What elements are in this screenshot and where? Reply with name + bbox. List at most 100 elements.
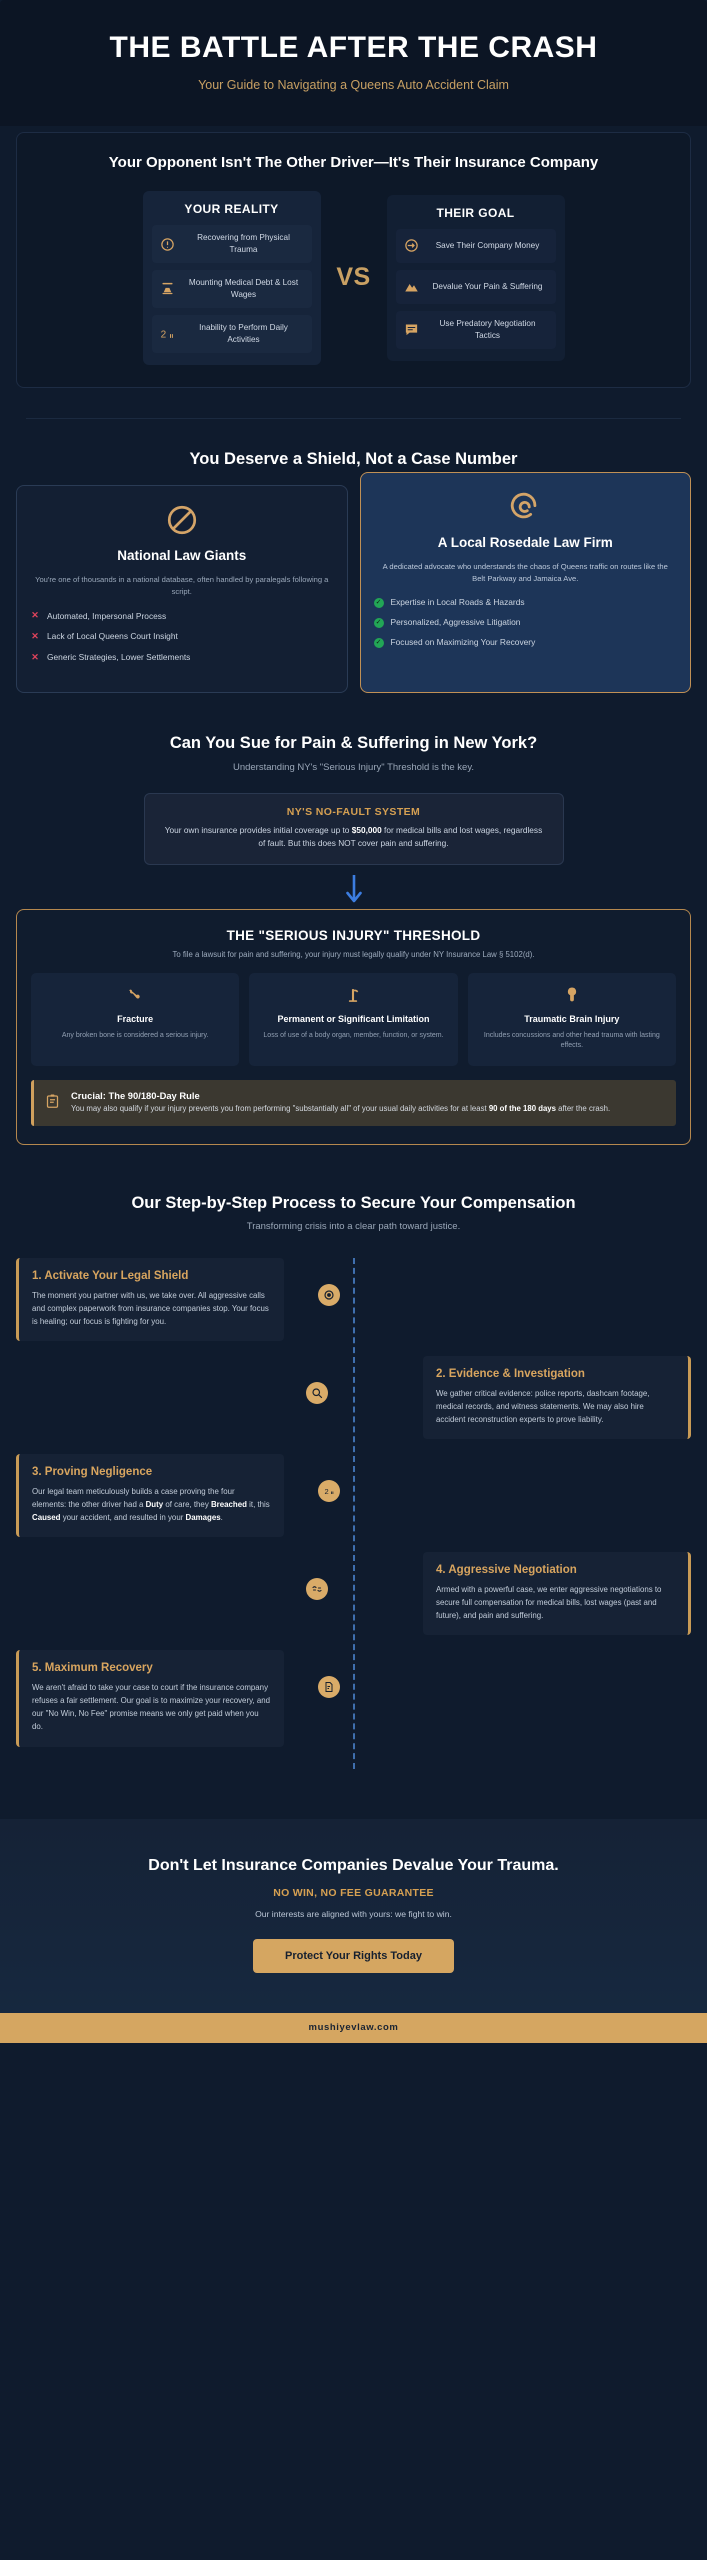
local-law-firm-card: A Local Rosedale Law Firm A dedicated ad…	[359, 471, 691, 694]
check-icon: ✓	[373, 637, 384, 648]
card-description: Includes concussions and other head trau…	[483, 1031, 660, 1050]
crucial-heading: Crucial: The 90/180-Day Rule	[71, 1089, 200, 1101]
cross-icon: ✕	[31, 631, 39, 642]
clipboard-icon	[45, 1093, 61, 1115]
svg-text:2: 2	[325, 1487, 329, 1496]
check-icon: ✓	[373, 597, 384, 608]
threshold-card-tbi: Traumatic Brain Injury Includes concussi…	[467, 973, 676, 1066]
step-body: Our legal team meticulously builds a cas…	[32, 1487, 270, 1523]
list-item-label: Use Predatory Negotiation Tactics	[439, 318, 536, 340]
check-icon: ✓	[373, 617, 384, 628]
card-title: Fracture	[117, 1014, 154, 1025]
list-item: Use Predatory Negotiation Tactics	[395, 310, 556, 349]
list-item: ✕ Lack of Local Queens Court Insight	[30, 631, 334, 643]
their-goal-heading: THEIR GOAL	[436, 205, 515, 220]
list-item-label: Recovering from Physical Trauma	[197, 233, 290, 255]
blocked-activity-icon: 2	[160, 326, 176, 342]
card-title: National Law Giants	[117, 547, 247, 563]
svg-text:2: 2	[161, 329, 167, 340]
their-goal-column: THEIR GOAL Save Their Company Money Deva…	[386, 194, 565, 361]
cross-icon: ✕	[31, 610, 39, 621]
threshold-title: THE "SERIOUS INJURY" THRESHOLD	[226, 928, 481, 944]
sue-section: Can You Sue for Pain & Suffering in New …	[0, 733, 707, 905]
message-icon	[404, 322, 420, 338]
national-law-giants-card: National Law Giants You're one of thousa…	[16, 484, 348, 694]
no-fault-amount: $50,000	[351, 824, 382, 835]
opponent-panel: Your Opponent Isn't The Other Driver—It'…	[16, 132, 691, 388]
step-card: 2. Evidence & Investigation We gather cr…	[423, 1356, 691, 1440]
crucial-body: You may also qualify if your injury prev…	[71, 1103, 610, 1115]
step-heading: 3. Proving Negligence	[32, 1466, 153, 1479]
prohibited-icon	[165, 503, 199, 537]
step-card: 5. Maximum Recovery We aren't afraid to …	[16, 1650, 284, 1747]
crucial-highlight: 90 of the 180 days	[488, 1103, 556, 1113]
compare-row: National Law Giants You're one of thousa…	[16, 471, 691, 694]
card-title: Permanent or Significant Limitation	[277, 1014, 430, 1025]
threshold-cards: Fracture Any broken bone is considered a…	[31, 973, 676, 1066]
protect-rights-button[interactable]: Protect Your Rights Today	[253, 1938, 454, 1973]
scales-icon: 2	[318, 1480, 340, 1503]
threshold-card-limitation: Permanent or Significant Limitation Loss…	[249, 973, 458, 1066]
footer-website[interactable]: mushiyevlaw.com	[0, 2012, 707, 2043]
step-body: We gather critical evidence: police repo…	[436, 1389, 650, 1425]
your-reality-heading: YOUR REALITY	[184, 202, 279, 217]
step-card: 3. Proving Negligence Our legal team met…	[16, 1454, 284, 1538]
card-description: Any broken bone is considered a serious …	[61, 1031, 209, 1039]
list-item: Mounting Medical Debt & Lost Wages	[151, 269, 312, 308]
card-title: Traumatic Brain Injury	[524, 1014, 620, 1025]
list-item: 2 Inability to Perform Daily Activities	[151, 314, 312, 353]
limb-limitation-icon	[258, 985, 448, 1005]
list-item-label: Expertise in Local Roads & Hazards	[390, 597, 525, 608]
process-subtitle: Transforming crisis into a clear path to…	[246, 1221, 461, 1233]
no-fault-box: NY'S NO-FAULT SYSTEM Your own insurance …	[143, 792, 564, 866]
alert-circle-icon	[160, 236, 176, 252]
list-item-label: Devalue Your Pain & Suffering	[432, 282, 543, 292]
card-points: ✕ Automated, Impersonal Process ✕ Lack o…	[30, 610, 334, 663]
cta-section: Don't Let Insurance Companies Devalue Yo…	[0, 1818, 707, 2013]
shield-spiral-icon	[508, 490, 542, 524]
threshold-card-fracture: Fracture Any broken bone is considered a…	[31, 973, 240, 1066]
list-item: ✕ Generic Strategies, Lower Settlements	[30, 652, 334, 664]
no-fault-body: Your own insurance provides initial cove…	[161, 824, 547, 851]
timeline-spine	[352, 1258, 355, 1769]
cta-guarantee: NO WIN, NO FEE GUARANTEE	[273, 1886, 434, 1899]
list-item: Recovering from Physical Trauma	[151, 225, 312, 263]
compare-title: You Deserve a Shield, Not a Case Number	[189, 449, 518, 468]
hero-section: THE BATTLE AFTER THE CRASH Your Guide to…	[0, 0, 707, 127]
bone-fracture-icon	[40, 985, 230, 1005]
card-points: ✓ Expertise in Local Roads & Hazards ✓ P…	[373, 597, 678, 648]
list-item-label: Automated, Impersonal Process	[47, 610, 167, 621]
page-subtitle: Your Guide to Navigating a Queens Auto A…	[198, 78, 509, 93]
process-step-5: 5. Maximum Recovery We aren't afraid to …	[16, 1650, 691, 1747]
list-item: Devalue Your Pain & Suffering	[395, 269, 556, 304]
serious-injury-threshold-box: THE "SERIOUS INJURY" THRESHOLD To file a…	[16, 909, 691, 1146]
process-timeline: 1. Activate Your Legal Shield The moment…	[16, 1258, 691, 1769]
step-heading: 2. Evidence & Investigation	[436, 1368, 585, 1381]
money-stack-icon	[160, 281, 176, 297]
cross-icon: ✕	[31, 651, 39, 662]
brain-icon	[477, 985, 667, 1005]
cta-subtext: Our interests are aligned with yours: we…	[255, 1908, 452, 1919]
process-step-2: 2. Evidence & Investigation We gather cr…	[16, 1356, 691, 1442]
step-body: We aren't afraid to take your case to co…	[32, 1683, 270, 1732]
list-item-label: Inability to Perform Daily Activities	[199, 322, 288, 344]
divider	[26, 417, 681, 419]
list-item-label: Personalized, Aggressive Litigation	[390, 617, 521, 628]
crucial-text-before: You may also qualify if your injury prev…	[71, 1103, 489, 1113]
list-item-label: Save Their Company Money	[435, 241, 540, 251]
list-item-label: Mounting Medical Debt & Lost Wages	[188, 277, 299, 299]
step-body: The moment you partner with us, we take …	[32, 1291, 269, 1327]
shield-activate-icon	[318, 1284, 340, 1307]
chart-down-icon	[404, 279, 420, 295]
step-card: 1. Activate Your Legal Shield The moment…	[16, 1258, 284, 1342]
step-body: Armed with a powerful case, we enter agg…	[436, 1585, 662, 1621]
versus-badge: VS	[336, 263, 371, 292]
card-description: A dedicated advocate who understands the…	[382, 561, 668, 583]
list-item: ✓ Personalized, Aggressive Litigation	[373, 617, 678, 628]
step-heading: 4. Aggressive Negotiation	[436, 1564, 577, 1577]
opponent-title: Your Opponent Isn't The Other Driver—It'…	[108, 154, 599, 172]
your-reality-column: YOUR REALITY Recovering from Physical Tr…	[142, 191, 321, 365]
process-title: Our Step-by-Step Process to Secure Your …	[131, 1194, 576, 1213]
sue-title: Can You Sue for Pain & Suffering in New …	[169, 734, 538, 753]
handshake-icon	[306, 1578, 328, 1601]
